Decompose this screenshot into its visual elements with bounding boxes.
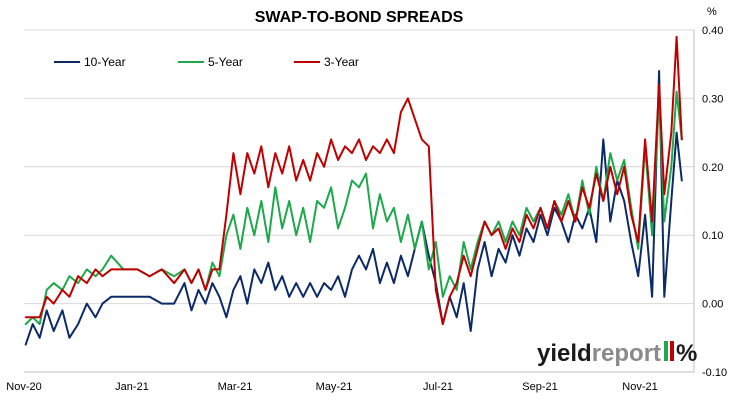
x-tick-label: Nov-20 (6, 381, 41, 393)
series-line-5-year (24, 90, 683, 326)
y-tick-label: 0.40 (702, 25, 723, 37)
watermark-part-report: report (592, 340, 661, 367)
x-tick-label: Sep-21 (522, 381, 557, 393)
x-tick-label: Mar-21 (218, 381, 253, 393)
y-tick-label: 0.00 (702, 299, 723, 311)
y-tick-label: 0.10 (702, 230, 723, 242)
legend-label: 5-Year (208, 55, 243, 69)
legend: 10-Year 5-Year 3-Year (54, 55, 359, 69)
legend-label: 10-Year (84, 55, 126, 69)
watermark-part-yield: yield (537, 340, 592, 367)
x-tick-label: Nov-21 (622, 381, 657, 393)
series-line-3-year (24, 35, 683, 326)
axes (24, 30, 695, 373)
x-tick-label: Jul-21 (423, 381, 453, 393)
yieldreport-watermark: yieldreport % (537, 340, 697, 367)
percent-logo-icon: % (664, 340, 697, 367)
y-tick-label: -0.10 (702, 367, 727, 379)
y-tick-label: 0.20 (702, 162, 723, 174)
watermark-percent-symbol: % (676, 340, 697, 367)
x-tick-labels: Nov-20 Jan-21 Mar-21 May-21 Jul-21 Sep-21 Nov-… (6, 381, 657, 393)
y-tick-label: 0.30 (702, 93, 723, 105)
y-axis-unit-label: % (707, 6, 717, 18)
y-tick-labels: 0.40 0.30 0.20 0.10 0.00 -0.10 (702, 25, 727, 379)
series-line-10-year (24, 70, 683, 346)
series-lines (24, 35, 683, 346)
svg-text:yieldreport: yieldreport (537, 340, 661, 367)
gridlines (24, 29, 694, 373)
x-tick-label: Jan-21 (115, 381, 149, 393)
x-tick-label: May-21 (316, 381, 353, 393)
legend-label: 3-Year (324, 55, 359, 69)
chart-title: SWAP-TO-BOND SPREADS (255, 9, 464, 26)
